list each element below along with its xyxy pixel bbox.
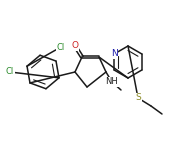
Text: Cl: Cl — [57, 42, 65, 51]
Text: S: S — [135, 94, 141, 103]
Text: Cl: Cl — [6, 67, 14, 77]
Text: O: O — [72, 41, 78, 50]
Text: N: N — [111, 49, 117, 58]
Text: NH: NH — [106, 78, 118, 87]
